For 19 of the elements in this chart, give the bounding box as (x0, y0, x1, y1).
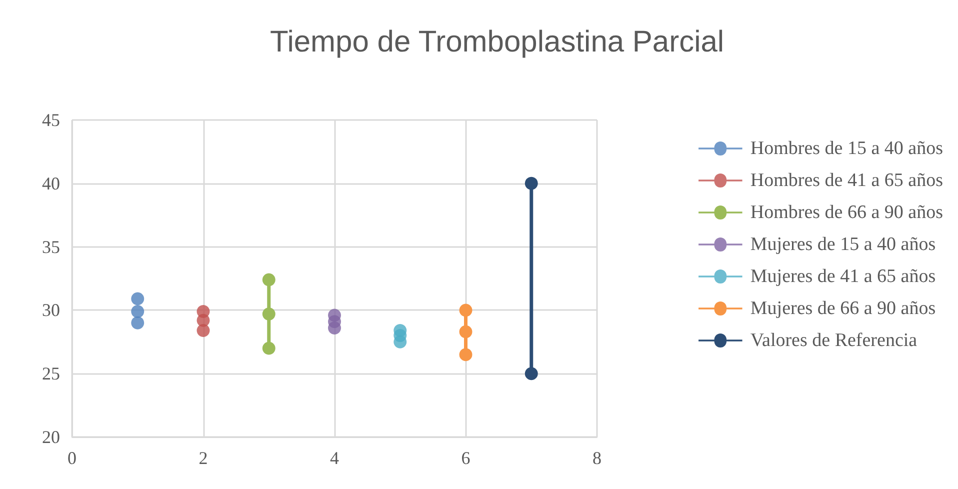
y-tick-label: 25 (42, 364, 60, 384)
x-tick-label: 0 (68, 448, 76, 468)
y-tick-label: 40 (42, 173, 60, 194)
legend-label: Mujeres de 15 a 40 años (750, 234, 936, 255)
y-tick-label: 30 (42, 300, 60, 320)
y-tick-label: 45 (42, 110, 60, 130)
legend-label: Hombres de 41 a 65 años (750, 170, 944, 191)
x-tick-label: 8 (592, 448, 602, 468)
x-tick-label: 6 (461, 448, 470, 468)
legend-label: Mujeres de 66 a 90 años (750, 298, 936, 319)
y-tick-label: 20 (42, 427, 60, 447)
legend-label: Valores de Referencia (750, 330, 918, 351)
x-tick-label: 4 (330, 448, 339, 468)
legend-label: Mujeres de 41 a 65 años (750, 266, 936, 287)
legend-label: Hombres de 15 a 40 años (750, 138, 944, 159)
y-tick-label: 35 (42, 236, 60, 257)
x-tick-label: 2 (198, 448, 208, 468)
chart-title: Tiempo de Tromboplastina Parcial (270, 26, 724, 58)
legend-label: Hombres de 66 a 90 años (750, 202, 944, 223)
